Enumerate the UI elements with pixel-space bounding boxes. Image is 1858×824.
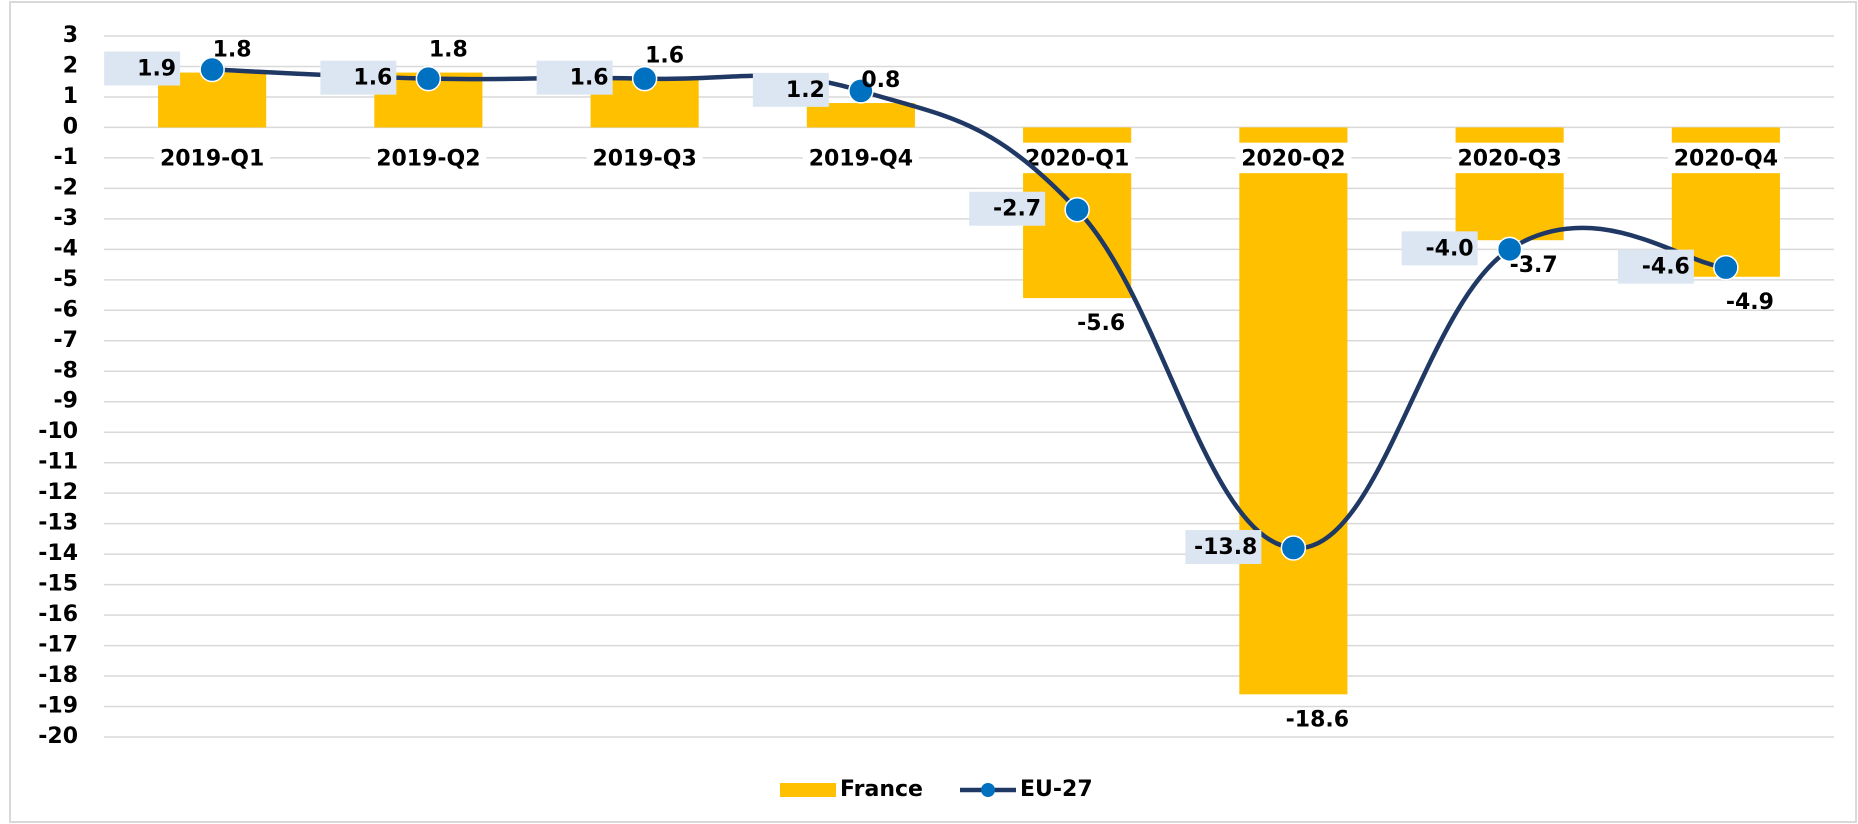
category-label-box bbox=[1235, 142, 1352, 174]
data-label: 1.8 bbox=[213, 38, 252, 63]
y-tick-label: -11 bbox=[38, 450, 78, 475]
data-label: 1.6 bbox=[570, 66, 609, 91]
data-label: 1.9 bbox=[137, 57, 176, 82]
data-label-box bbox=[1401, 231, 1478, 266]
y-tick-label: -1 bbox=[54, 145, 78, 170]
x-tick-label: 2019-Q2 bbox=[376, 146, 480, 171]
grid: -20-19-18-17-16-15-14-13-12-11-10-9-8-7-… bbox=[38, 23, 1834, 749]
data-label: -18.6 bbox=[1286, 707, 1349, 732]
data-label-box bbox=[320, 60, 397, 95]
x-tick-label: 2020-Q3 bbox=[1457, 146, 1561, 171]
data-label: -5.6 bbox=[1077, 311, 1125, 336]
category-label-box bbox=[1667, 142, 1784, 174]
y-tick-label: 3 bbox=[63, 23, 78, 48]
data-label-box bbox=[969, 191, 1046, 226]
y-tick-label: -4 bbox=[54, 236, 78, 261]
category-label-box bbox=[370, 142, 487, 174]
y-tick-label: -6 bbox=[54, 297, 78, 322]
chart-border bbox=[9, 1, 1857, 823]
data-label: 0.8 bbox=[861, 68, 900, 93]
x-tick-label: 2020-Q1 bbox=[1025, 146, 1129, 171]
marker bbox=[1280, 535, 1307, 561]
y-tick-label: -14 bbox=[38, 541, 78, 566]
data-label-box bbox=[104, 51, 181, 86]
y-tick-label: -9 bbox=[54, 389, 78, 414]
marker bbox=[848, 78, 874, 104]
y-tick-label: 1 bbox=[63, 84, 78, 109]
data-label: -2.7 bbox=[993, 197, 1041, 222]
y-tick-label: -15 bbox=[38, 572, 78, 597]
data-label: -4.9 bbox=[1726, 290, 1774, 315]
y-tick-label: -16 bbox=[38, 602, 78, 627]
y-tick-label: -20 bbox=[38, 724, 78, 749]
data-label: -3.7 bbox=[1510, 253, 1558, 278]
legend-label: France bbox=[840, 777, 923, 802]
marker bbox=[415, 65, 442, 92]
category-label-box bbox=[1451, 142, 1568, 174]
y-tick-label: -8 bbox=[54, 358, 78, 383]
x-tick-label: 2020-Q2 bbox=[1241, 146, 1345, 171]
bar bbox=[806, 103, 915, 128]
legend-label: EU-27 bbox=[1020, 777, 1093, 802]
data-label-box bbox=[1185, 530, 1262, 565]
x-tick-label: 2019-Q1 bbox=[160, 146, 264, 171]
value-labels: 1.8 1.8 1.6 0.8 -5.6 -18.6 -3.7 -4.9 1.9 1.6 1.6 1.… bbox=[104, 38, 1774, 732]
data-label-box bbox=[1617, 249, 1694, 284]
data-label: 1.6 bbox=[645, 44, 684, 69]
y-tick-label: -17 bbox=[38, 633, 78, 658]
y-tick-label: -7 bbox=[54, 328, 78, 353]
y-tick-label: 0 bbox=[63, 114, 78, 139]
legend-swatch bbox=[780, 783, 836, 797]
data-label: 1.6 bbox=[353, 66, 392, 91]
y-tick-label: -13 bbox=[38, 511, 78, 536]
lines bbox=[199, 56, 1739, 561]
x-tick-label: 2019-Q3 bbox=[592, 146, 696, 171]
y-tick-label: 2 bbox=[63, 53, 78, 78]
category-label-box bbox=[154, 142, 271, 174]
category-label-box bbox=[586, 142, 703, 174]
legend-marker bbox=[981, 783, 995, 797]
data-label: -13.8 bbox=[1194, 535, 1257, 560]
y-tick-label: -5 bbox=[54, 267, 78, 292]
category-label-box bbox=[1019, 142, 1136, 174]
bar bbox=[1239, 127, 1348, 695]
data-label: 1.8 bbox=[429, 38, 468, 63]
marker bbox=[199, 56, 225, 83]
marker bbox=[1064, 196, 1090, 223]
marker bbox=[1496, 236, 1523, 263]
marker bbox=[631, 65, 658, 92]
y-tick-label: -12 bbox=[38, 480, 78, 505]
marker bbox=[1713, 254, 1739, 281]
legend: France EU-27 bbox=[780, 777, 1093, 802]
data-label: -4.6 bbox=[1642, 255, 1690, 280]
data-label: 1.2 bbox=[786, 78, 825, 103]
category-label-box bbox=[802, 142, 919, 174]
y-tick-label: -3 bbox=[54, 206, 78, 231]
data-label: -4.0 bbox=[1426, 236, 1474, 261]
x-tick-label: 2019-Q4 bbox=[809, 146, 913, 171]
y-tick-label: -18 bbox=[38, 663, 78, 688]
x-tick-label: 2020-Q4 bbox=[1674, 146, 1778, 171]
bars bbox=[158, 72, 1780, 695]
data-label-box bbox=[752, 72, 829, 107]
category-labels: 2019-Q1 2019-Q2 2019-Q3 2019-Q4 2020-Q1 2020-… bbox=[154, 142, 1784, 174]
data-label-box bbox=[536, 60, 613, 95]
y-tick-label: -19 bbox=[38, 694, 78, 719]
y-tick-label: -10 bbox=[38, 419, 78, 444]
y-tick-label: -2 bbox=[54, 175, 78, 200]
